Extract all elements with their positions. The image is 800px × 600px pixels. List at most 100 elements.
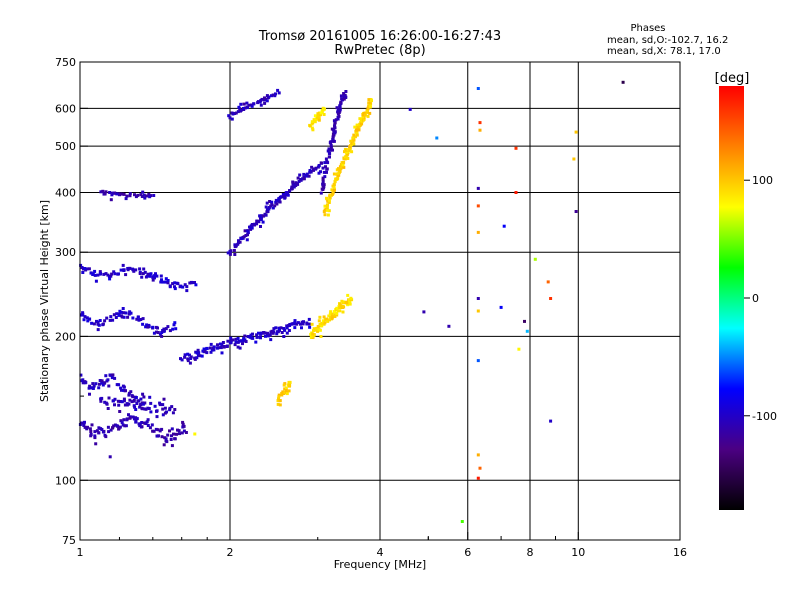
echo-point xyxy=(132,269,136,273)
echo-point xyxy=(161,329,165,332)
colorbar-tick-label: -100 xyxy=(752,410,777,423)
echo-point xyxy=(478,121,482,125)
echo-point xyxy=(282,335,286,338)
echo-point xyxy=(226,339,230,343)
echo-point xyxy=(476,230,480,234)
echo-point xyxy=(502,224,506,228)
echo-point xyxy=(337,169,341,173)
echo-point xyxy=(169,438,173,441)
echo-point xyxy=(113,423,117,427)
echo-point xyxy=(241,339,245,343)
echo-point xyxy=(321,188,325,191)
echo-point xyxy=(264,213,268,217)
echo-point xyxy=(117,427,121,431)
echo-point xyxy=(105,316,109,320)
echo-point xyxy=(179,284,183,288)
echo-point xyxy=(157,434,160,438)
echo-point xyxy=(115,192,119,196)
echo-point xyxy=(435,136,439,140)
echo-point xyxy=(514,146,518,150)
echo-point xyxy=(324,157,328,161)
echo-point xyxy=(336,117,340,121)
echo-point xyxy=(88,392,91,396)
echo-point xyxy=(499,305,503,309)
echo-point xyxy=(209,350,213,354)
echo-point xyxy=(229,249,233,253)
echo-point xyxy=(125,418,129,422)
echo-point xyxy=(182,424,186,428)
echo-point xyxy=(153,404,157,408)
echo-point xyxy=(117,313,121,317)
echo-point xyxy=(188,353,191,357)
echo-point xyxy=(344,154,348,158)
echo-point xyxy=(111,426,114,430)
echo-point xyxy=(236,110,240,114)
echo-point xyxy=(156,326,159,330)
echo-point xyxy=(100,379,104,383)
echo-point xyxy=(111,399,115,403)
echo-point xyxy=(291,180,295,184)
echo-point xyxy=(141,392,145,396)
echo-point xyxy=(236,345,240,349)
echo-point xyxy=(212,348,216,352)
echo-point xyxy=(368,111,372,115)
echo-point xyxy=(260,215,264,219)
echo-point xyxy=(332,188,336,192)
echo-point xyxy=(154,427,158,431)
echo-point xyxy=(230,111,234,115)
echo-point xyxy=(549,297,553,300)
echo-point xyxy=(104,374,108,378)
echo-point xyxy=(236,337,240,340)
echo-point xyxy=(173,321,177,325)
echo-point xyxy=(274,326,278,330)
echo-point xyxy=(83,425,87,429)
echo-point xyxy=(323,175,327,179)
echo-point xyxy=(115,312,119,316)
echo-point xyxy=(98,319,102,322)
echo-point xyxy=(291,182,295,186)
echo-point xyxy=(118,309,122,313)
echo-point xyxy=(287,329,291,332)
echo-point xyxy=(219,346,223,350)
echo-point xyxy=(116,399,120,403)
echo-point xyxy=(100,396,104,400)
echo-point xyxy=(310,126,314,130)
echo-point xyxy=(367,98,371,102)
echo-point xyxy=(93,436,97,440)
echo-point xyxy=(533,257,537,261)
echo-point xyxy=(271,206,275,210)
echo-point xyxy=(179,357,182,361)
echo-point xyxy=(92,384,96,388)
echo-point xyxy=(314,166,318,170)
echo-point xyxy=(104,272,108,276)
echo-point xyxy=(255,335,259,339)
echo-point xyxy=(110,272,114,276)
echo-point xyxy=(128,194,132,198)
echo-point xyxy=(259,336,262,340)
echo-point xyxy=(280,393,284,397)
echo-point xyxy=(203,350,207,354)
echo-point xyxy=(141,272,145,276)
echo-point xyxy=(101,189,105,193)
echo-point xyxy=(249,227,253,231)
echo-point xyxy=(97,431,101,435)
echo-point xyxy=(460,520,464,523)
echo-point xyxy=(118,410,122,413)
echo-point xyxy=(246,233,249,237)
echo-point xyxy=(140,275,144,279)
echo-point xyxy=(124,197,128,201)
echo-point xyxy=(311,332,315,336)
echo-point xyxy=(333,124,336,128)
echo-point xyxy=(170,444,174,448)
echo-point xyxy=(316,325,320,328)
echo-point xyxy=(259,103,263,107)
echo-point xyxy=(275,330,279,334)
echo-point xyxy=(238,346,242,350)
echo-point xyxy=(363,112,366,115)
echo-point xyxy=(94,442,98,446)
echo-point xyxy=(122,268,126,272)
echo-point xyxy=(228,252,232,256)
echo-point xyxy=(267,333,271,337)
echo-point xyxy=(144,194,148,198)
echo-point xyxy=(326,208,330,212)
